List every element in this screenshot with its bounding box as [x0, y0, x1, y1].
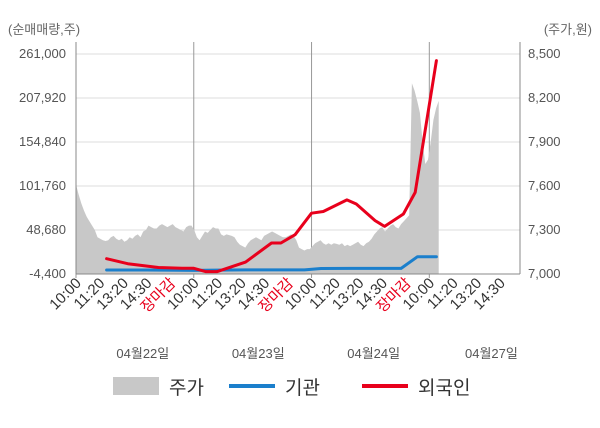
- right-y-tick-label: 7,000: [528, 266, 561, 281]
- legend-price-label: 주가: [169, 376, 204, 399]
- left-y-tick-label: 48,680: [26, 222, 66, 237]
- date-label: 04월22일: [116, 346, 169, 360]
- inst-swatch: [229, 384, 275, 388]
- left-y-tick-label: 101,760: [19, 178, 66, 193]
- legend: 주가 기관 외국인: [0, 368, 600, 404]
- price-area-series: [76, 83, 439, 274]
- right-y-tick-label: 7,300: [528, 222, 561, 237]
- left-y-ticks: 261,000 207,920 154,840 101,760 48,680 -4,400: [19, 46, 66, 281]
- right-y-tick-label: 7,900: [528, 134, 561, 149]
- left-axis-unit: (순매매량,주): [8, 22, 80, 37]
- date-label: 04월27일: [465, 346, 518, 360]
- chart: (순매매량,주) (주가,원) 261,000 207,920 154,840 101…: [8, 22, 592, 360]
- right-y-tick-label: 8,500: [528, 46, 561, 61]
- right-y-tick-label: 7,600: [528, 178, 561, 193]
- legend-inst: 기관: [229, 368, 320, 404]
- price-swatch: [113, 377, 159, 395]
- left-y-tick-label: 261,000: [19, 46, 66, 61]
- axes: [75, 42, 521, 275]
- inst-line: [105, 255, 438, 272]
- price-area: [76, 83, 439, 274]
- legend-inst-label: 기관: [285, 376, 320, 399]
- legend-foreign-label: 외국인: [418, 376, 471, 399]
- legend-price: 주가: [113, 368, 204, 404]
- left-y-tick-label: 207,920: [19, 90, 66, 105]
- right-y-tick-label: 8,200: [528, 90, 561, 105]
- x-ticks: 10:0011:2013:2014:30장마감10:0011:2013:2014…: [46, 275, 509, 316]
- legend-foreign: 외국인: [362, 368, 470, 404]
- right-axis-unit: (주가,원): [544, 22, 592, 37]
- foreign-line: [105, 59, 438, 274]
- line-series: [105, 59, 438, 274]
- date-label: 04월23일: [232, 346, 285, 360]
- date-label: 04월24일: [347, 346, 400, 360]
- date-labels: 04월22일 04월23일 04월24일 04월27일: [116, 346, 517, 360]
- left-y-tick-label: -4,400: [29, 266, 66, 281]
- right-y-ticks: 8,500 8,200 7,900 7,600 7,300 7,000: [528, 46, 561, 281]
- left-y-tick-label: 154,840: [19, 134, 66, 149]
- foreign-swatch: [362, 384, 408, 388]
